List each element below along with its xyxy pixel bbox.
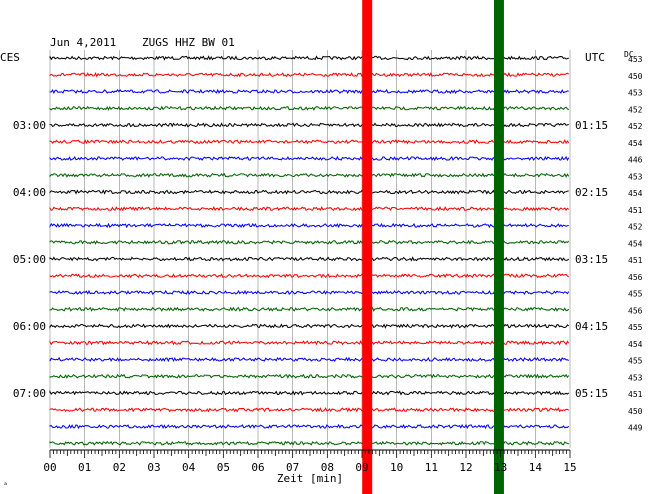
dc-offset-label: 455 (628, 323, 643, 332)
dc-offset-label: 449 (628, 424, 643, 433)
dc-offset-label: 453 (628, 89, 643, 98)
dc-offset-label: 450 (628, 72, 643, 81)
x-tick-label: 01 (78, 461, 91, 474)
trace-line (49, 389, 570, 396)
right-time-label: 01:15 (575, 119, 608, 132)
x-tick-label: 10 (390, 461, 403, 474)
x-tick-label: 07 (286, 461, 299, 474)
dc-offset-label: 454 (628, 340, 643, 349)
trace-line (49, 356, 569, 363)
trace-line (49, 407, 569, 413)
x-axis-label: Zeit [min] (277, 472, 343, 485)
right-timezone-label: UTC (585, 51, 605, 64)
trace-line (49, 440, 569, 446)
x-tick-label: 14 (529, 461, 543, 474)
chart-date: Jun 4,2011 (50, 36, 116, 49)
event-marker (493, 0, 504, 494)
chart-station: ZUGS HHZ BW 01 (142, 36, 235, 49)
trace-line (49, 138, 570, 145)
corner-mark: ₐ (3, 478, 8, 487)
dc-offset-label: 451 (628, 256, 643, 265)
dc-offset-label: 454 (628, 189, 643, 198)
dc-offset-label: 455 (628, 357, 643, 366)
dc-offset-label: 453 (628, 172, 643, 181)
trace-line (49, 222, 569, 229)
dc-offset-label: 456 (628, 306, 643, 315)
left-time-label: 07:00 (13, 387, 46, 400)
x-tick-label: 12 (459, 461, 472, 474)
dc-offset-label: 455 (628, 290, 643, 299)
trace-line (49, 71, 569, 78)
trace-line (49, 105, 569, 111)
right-time-label: 05:15 (575, 387, 608, 400)
trace-line (49, 155, 570, 162)
x-tick-label: 11 (425, 461, 438, 474)
trace-line (49, 423, 570, 430)
trace-line (49, 289, 570, 296)
dc-offset-label: 453 (628, 55, 643, 64)
event-markers (362, 0, 504, 494)
x-tick-label: 15 (563, 461, 576, 474)
x-axis-ticks (49, 449, 571, 458)
trace-line (49, 373, 570, 379)
trace-line (49, 323, 570, 329)
x-tick-label: 05 (217, 461, 230, 474)
x-tick-label: 00 (43, 461, 56, 474)
dc-offset-label: 452 (628, 223, 643, 232)
left-time-label: 06:00 (13, 320, 46, 333)
right-time-label: 03:15 (575, 253, 608, 266)
x-tick-label: 03 (147, 461, 160, 474)
trace-line (49, 55, 569, 61)
dc-offset-label: 454 (628, 239, 643, 248)
x-tick-label: 02 (113, 461, 126, 474)
right-time-labels: 01:15 02:15 03:15 04:15 05:15 (575, 119, 608, 400)
left-time-labels: 03:00 04:00 05:00 06:00 07:00 (13, 119, 46, 400)
dc-offset-label: 451 (628, 390, 643, 399)
dc-offset-label: 452 (628, 105, 643, 114)
left-time-label: 03:00 (13, 119, 46, 132)
dc-offset-label: 456 (628, 273, 643, 282)
dc-offset-label: 452 (628, 122, 643, 131)
event-marker (362, 0, 373, 494)
seismic-traces (49, 55, 570, 446)
trace-line (49, 122, 569, 128)
x-tick-labels: 00 01 02 03 04 05 06 07 08 09 10 11 12 13 14 15 (43, 461, 576, 474)
trace-line (49, 340, 570, 346)
trace-line (49, 172, 570, 178)
x-tick-label: 09 (355, 461, 368, 474)
trace-line (49, 306, 570, 312)
left-time-label: 04:00 (13, 186, 46, 199)
trace-line (49, 239, 570, 245)
x-tick-label: 04 (182, 461, 196, 474)
right-time-label: 02:15 (575, 186, 608, 199)
dc-offset-label: 446 (628, 156, 643, 165)
trace-line (49, 273, 570, 279)
trace-line (49, 256, 570, 262)
dc-offset-label: 451 (628, 206, 643, 215)
dc-offset-label: 450 (628, 407, 643, 416)
left-time-label: 05:00 (13, 253, 46, 266)
dc-header-label: DC (624, 50, 634, 59)
dc-offset-labels: 453 450 453 452 452 454 446 453 454 451 452 454 451 4… (628, 55, 643, 433)
left-timezone-label: CES (0, 51, 20, 64)
dc-offset-label: 454 (628, 139, 643, 148)
trace-line (49, 189, 569, 195)
x-tick-label: 13 (494, 461, 507, 474)
dc-offset-label: 453 (628, 373, 643, 382)
x-tick-label: 06 (251, 461, 264, 474)
trace-line (49, 88, 569, 95)
x-tick-label: 08 (321, 461, 334, 474)
trace-line (49, 206, 570, 212)
right-time-label: 04:15 (575, 320, 608, 333)
